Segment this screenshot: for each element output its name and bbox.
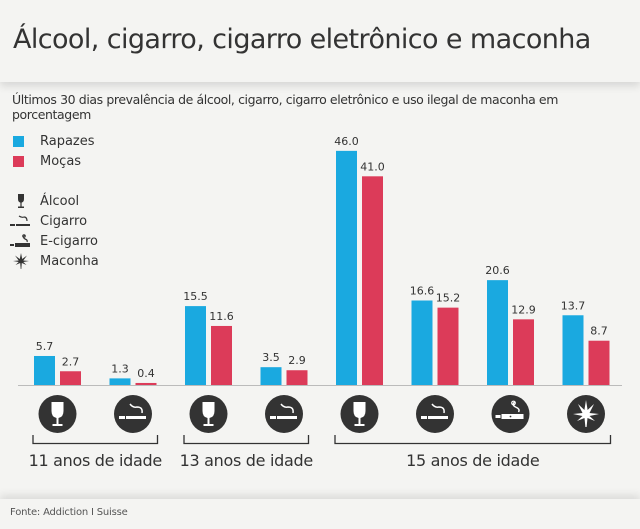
wine-glass-icon	[38, 395, 77, 433]
data-label: 11.6	[209, 310, 234, 323]
legend-label: Álcool	[40, 193, 80, 209]
data-label: 8.7	[590, 325, 608, 338]
icon-circle	[416, 395, 454, 433]
vapor	[512, 401, 520, 413]
cigarette-filter	[421, 416, 427, 419]
wine-glass-icon	[9, 193, 33, 209]
cannabis-leaf-icon	[567, 395, 605, 433]
legend-item-maconha: Maconha	[13, 253, 99, 269]
cigarette-filter	[270, 416, 276, 419]
bar-rapazes	[411, 300, 433, 385]
data-label: 41.0	[360, 160, 385, 173]
group-bracket	[183, 435, 310, 445]
footer: Fonte: Addiction I Suisse	[0, 499, 640, 529]
e-cigarette-icon	[491, 395, 530, 433]
legend-item-cigarro: Cigarro	[10, 213, 88, 229]
data-label: 15.5	[183, 290, 208, 303]
bar-mocas	[362, 176, 383, 385]
data-label: 5.7	[36, 340, 54, 353]
data-label: 1.3	[111, 362, 129, 375]
cigarette-icon	[9, 213, 33, 229]
legend-label: E-cigarro	[40, 233, 99, 249]
data-label: 0.4	[137, 367, 155, 380]
source-note: Fonte: Addiction I Suisse	[10, 507, 128, 518]
bar-rapazes	[562, 315, 584, 385]
legend-swatch-mocas	[13, 155, 24, 167]
bar-rapazes	[185, 306, 206, 385]
cigarette-icon	[114, 395, 152, 433]
legend-item-e-cigarro: E-cigarro	[10, 233, 99, 249]
legend-label: Rapazes	[40, 133, 95, 149]
wine-glass-shape	[51, 402, 64, 426]
e-cig-button	[509, 415, 512, 418]
smoke	[129, 403, 143, 414]
cigarette-icon	[265, 395, 303, 433]
group-bracket	[334, 435, 612, 445]
wine-glass-icon	[340, 395, 379, 433]
bar-rapazes	[260, 367, 282, 385]
data-label: 2.9	[288, 354, 306, 367]
data-label: 3.5	[262, 351, 280, 364]
chart-title: Álcool, cigarro, cigarro eletrônico e ma…	[13, 24, 591, 55]
smoke	[280, 403, 294, 414]
group-label: 13 anos de idade	[179, 451, 314, 470]
data-label: 46.0	[334, 135, 359, 148]
e-cigarette-icon	[9, 233, 33, 249]
bar-rapazes	[487, 280, 508, 385]
group-label: 11 anos de idade	[28, 451, 163, 470]
bar-rapazes	[34, 355, 55, 385]
group-label: 15 anos de idade	[406, 451, 540, 470]
legend-swatch-rapazes	[13, 135, 24, 147]
wine-glass-shape	[202, 402, 215, 426]
bar-mocas	[513, 319, 534, 385]
legend-label: Moças	[40, 153, 82, 169]
data-label: 20.6	[485, 264, 510, 277]
data-label: 13.7	[561, 299, 586, 312]
cannabis-leaf-icon	[9, 253, 33, 269]
group-bracket	[32, 435, 159, 445]
wine-glass-icon	[189, 395, 228, 433]
bar-rapazes	[336, 150, 357, 385]
data-label: 15.2	[436, 292, 461, 305]
icon-circle	[265, 395, 303, 433]
cigarette-filter	[119, 416, 125, 419]
legend-item-mocas: Moças	[13, 153, 81, 169]
icon-circle	[114, 395, 152, 433]
data-label: 2.7	[62, 355, 80, 368]
data-label: 16.6	[410, 285, 435, 298]
data-label: 12.9	[511, 303, 536, 316]
bar-mocas	[588, 340, 610, 385]
legend-item-rapazes: Rapazes	[13, 133, 95, 149]
bar-rapazes	[109, 378, 131, 385]
legend-item-alcool: Álcool	[13, 193, 79, 209]
bar-mocas	[211, 325, 232, 385]
bar-mocas	[60, 371, 81, 385]
header: Álcool, cigarro, cigarro eletrônico e ma…	[0, 0, 640, 82]
vapor-puff	[511, 400, 516, 406]
cigarette-body	[126, 416, 146, 419]
chart-subtitle: Últimos 30 dias prevalência de álcool, c…	[12, 92, 558, 122]
wine-glass-shape	[353, 402, 366, 426]
e-cig-body	[501, 414, 524, 419]
e-cig-tip	[495, 415, 501, 418]
cigarette-body	[277, 416, 297, 419]
cigarette-icon	[416, 395, 454, 433]
cigarette-body	[428, 416, 448, 419]
leaf-shape	[573, 400, 599, 427]
bar-mocas	[135, 382, 157, 385]
bar-mocas	[437, 307, 459, 385]
legend-label: Cigarro	[40, 213, 88, 229]
legend-label: Maconha	[40, 253, 99, 269]
smoke	[431, 403, 445, 414]
bar-mocas	[286, 370, 308, 385]
bar-chart: 5.7 2.7 1.3 0.4 15.511.6 3.5 2.9 46.041.0 16.615…	[18, 135, 622, 445]
